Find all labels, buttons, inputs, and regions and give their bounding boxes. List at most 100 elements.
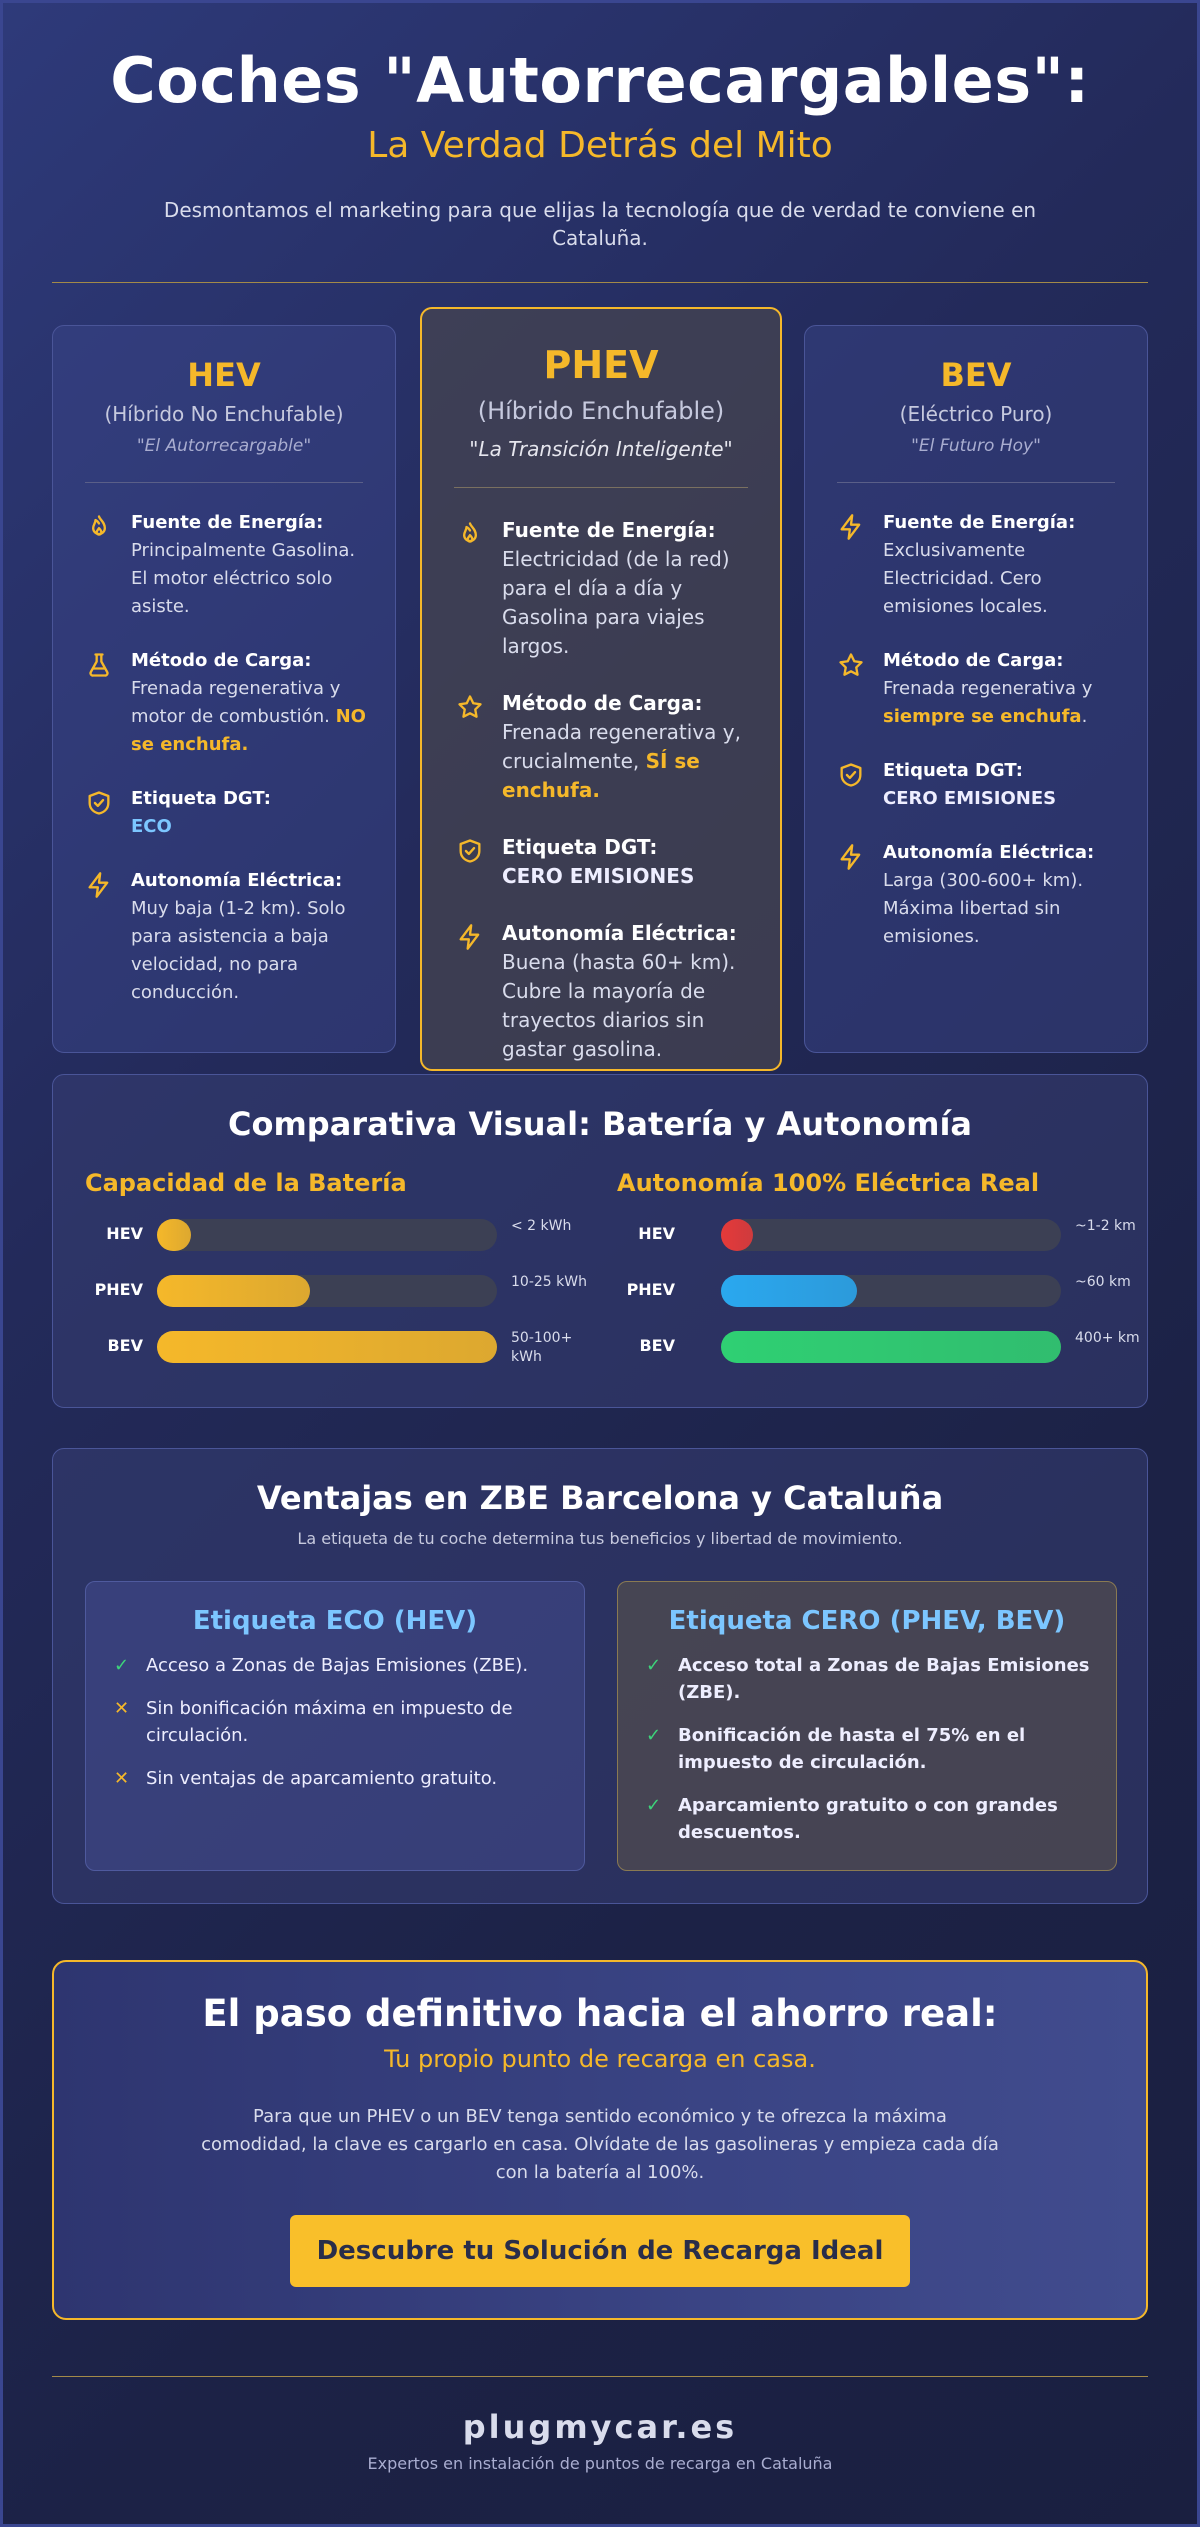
bar-value: 400+ km [1075,1330,1140,1346]
cero-label-title: Etiqueta CERO (PHEV, BEV) [668,1606,1066,1636]
feature-label: Método de Carga: [883,650,1064,671]
shield-check-icon [837,761,865,789]
feature-text: Autonomía Eléctrica: Larga (300-600+ km).… [883,839,1127,951]
feature-highlight: siempre se enchufa [883,706,1082,727]
feature-highlight: CERO EMISIONES [883,788,1057,809]
cta-section: El paso definitivo hacia el ahorro real:… [52,1960,1148,2320]
discover-charging-button[interactable]: Descubre tu Solución de Recarga Ideal [290,2215,910,2287]
benefit-item: ✕ Sin bonificación máxima en impuesto de … [114,1695,560,1749]
feature-item: Método de Carga: Frenada regenerativa y m… [85,647,375,759]
bar-value: < 2 kWh [511,1218,572,1234]
card-subtitle: (Híbrido Enchufable) [477,397,725,425]
vehicle-cards: HEV (Híbrido No Enchufable) "El Autorrecar… [52,283,1148,1071]
flask-icon [85,651,113,679]
card-quote: "El Futuro Hoy" [911,436,1041,456]
feature-label: Autonomía Eléctrica: [131,870,343,891]
bar-track [157,1275,497,1307]
bar-label: BEV [639,1336,675,1355]
feature-highlight: NO se enchufa. [131,706,366,755]
card-quote: "El Autorrecargable" [136,436,312,456]
feature-text: Método de Carga: Frenada regenerativa y s… [883,647,1127,731]
benefit-item: ✕ Sin ventajas de aparcamiento gratuito. [114,1765,560,1792]
feature-description: Frenada regenerativa y motor de combusti… [131,678,341,727]
bar-value: 50-100+ kWh [511,1330,573,1365]
card-divider [837,482,1115,483]
comparison-panel: Comparativa Visual: Batería y Autonomía … [52,1074,1148,1408]
bar-fill [157,1219,191,1251]
check-icon: ✓ [646,1655,662,1676]
benefit-item: ✓ Bonificación de hasta el 75% en el impu… [646,1722,1092,1776]
bar-track [721,1331,1061,1363]
feature-highlight: SÍ se enchufa. [502,749,700,802]
feature-item: Método de Carga: Frenada regenerativa y s… [837,647,1127,731]
comparison-title: Comparativa Visual: Batería y Autonomía [227,1105,972,1143]
zbe-subtitle: La etiqueta de tu coche determina tus be… [297,1529,903,1548]
bar-track [721,1275,1061,1307]
vehicle-card-hev: HEV (Híbrido No Enchufable) "El Autorrecar… [52,325,396,1053]
flame-icon [85,513,113,541]
bar-value: ~60 km [1075,1274,1131,1290]
zbe-panel: Ventajas en ZBE Barcelona y Cataluña La … [52,1448,1148,1904]
bar-track [157,1219,497,1251]
bar-row-bev: BEV 400+ km [617,1329,1140,1365]
feature-item: Autonomía Eléctrica: Buena (hasta 60+ km)… [456,919,758,1064]
feature-label: Método de Carga: [502,691,703,715]
bar-label: BEV [107,1336,143,1355]
bolt-icon [837,843,865,871]
benefit-text: Bonificación de hasta el 75% en el impue… [678,1725,1026,1773]
bolt-icon [837,513,865,541]
bar-fill [721,1331,1061,1363]
feature-highlight: CERO EMISIONES [502,864,695,888]
feature-item: Método de Carga: Frenada regenerativa y, … [456,689,758,805]
feature-label: Etiqueta DGT: [131,788,271,809]
bar-fill [157,1275,310,1307]
feature-label: Método de Carga: [131,650,312,671]
footer-brand: plugmycar.es [462,2408,738,2446]
feature-description: Buena (hasta 60+ km). Cubre la mayoría d… [502,950,736,1061]
feature-tail: . [1081,706,1088,727]
benefit-text: Sin ventajas de aparcamiento gratuito. [146,1768,498,1789]
cta-subtitle: Tu propio punto de recarga en casa. [384,2045,816,2073]
check-icon: ✓ [646,1795,662,1816]
header: Coches "Autorrecargables": La Verdad Det… [52,0,1148,252]
vehicle-card-phev: PHEV (Híbrido Enchufable) "La Transición I… [420,307,782,1071]
bar-label: PHEV [94,1280,143,1299]
zbe-title: Ventajas en ZBE Barcelona y Cataluña [256,1479,944,1517]
page-description: Desmontamos el marketing para que elijas… [163,198,1037,250]
benefit-text: Acceso total a Zonas de Bajas Emisiones … [678,1655,1090,1703]
feature-label: Fuente de Energía: [131,512,324,533]
feature-description: Frenada regenerativa y, crucialmente, [502,720,741,773]
card-title: HEV [187,356,261,394]
card-title: PHEV [543,343,659,387]
benefit-text: Aparcamiento gratuito o con grandes desc… [678,1795,1058,1843]
feature-item: Fuente de Energía: Exclusivamente Electri… [837,509,1127,621]
feature-item: Etiqueta DGT: CERO EMISIONES [456,833,758,891]
bolt-icon [456,923,484,951]
bar-fill [721,1219,753,1251]
infographic: Coches "Autorrecargables": La Verdad Det… [52,0,1148,2473]
feature-description: Frenada regenerativa y [883,678,1093,699]
feature-description: Exclusivamente Electricidad. Cero emisio… [883,540,1048,617]
feature-item: Autonomía Eléctrica: Muy baja (1-2 km). S… [85,867,375,1007]
feature-text: Método de Carga: Frenada regenerativa y, … [502,689,758,805]
feature-text: Etiqueta DGT: CERO EMISIONES [502,833,694,891]
feature-item: Fuente de Energía: Principalmente Gasolin… [85,509,375,621]
battery-heading: Capacidad de la Batería [85,1169,407,1197]
feature-description: Larga (300-600+ km). Máxima libertad sin… [883,870,1084,947]
vehicle-card-bev: BEV (Eléctrico Puro) "El Futuro Hoy" Fuente… [804,325,1148,1053]
feature-text: Autonomía Eléctrica: Buena (hasta 60+ km)… [502,919,758,1064]
feature-label: Fuente de Energía: [883,512,1076,533]
bar-label: PHEV [626,1280,675,1299]
star-icon [837,651,865,679]
feature-description: Muy baja (1-2 km). Solo para asistencia … [131,898,346,1003]
shield-check-icon [85,789,113,817]
card-title: BEV [940,356,1012,394]
cta-title: El paso definitivo hacia el ahorro real: [202,1992,998,2035]
eco-label-title: Etiqueta ECO (HEV) [192,1606,478,1636]
benefit-item: ✓ Aparcamiento gratuito o con grandes des… [646,1792,1092,1846]
divider [52,282,1148,283]
footer-tagline: Expertos en instalación de puntos de rec… [367,2454,833,2473]
card-subtitle: (Híbrido No Enchufable) [104,402,344,426]
feature-item: Autonomía Eléctrica: Larga (300-600+ km).… [837,839,1127,951]
star-icon [456,693,484,721]
